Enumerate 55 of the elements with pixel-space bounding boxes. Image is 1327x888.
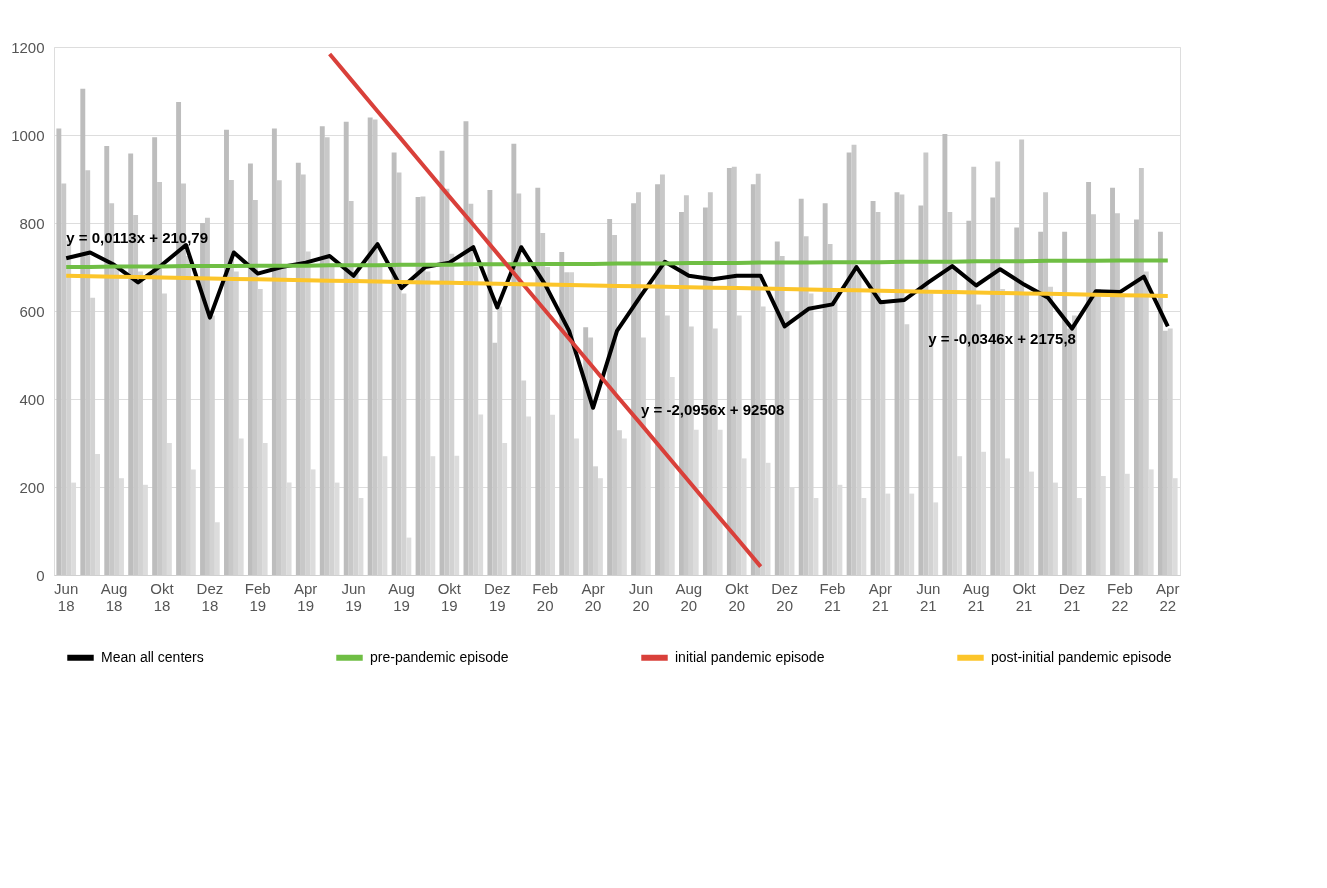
- x-tick-label: Jun 21: [916, 579, 941, 614]
- x-tick-label: Apr 22: [1156, 579, 1180, 614]
- y-tick-label: 200: [19, 478, 45, 496]
- x-tick-label: Okt 21: [1012, 579, 1037, 614]
- bar: [535, 187, 541, 575]
- y-tick-label: 600: [19, 302, 45, 320]
- x-tick-label: Aug 18: [100, 579, 128, 614]
- x-tick-label: Dez 19: [483, 579, 511, 614]
- bar: [583, 327, 589, 575]
- x-tick-label: Jun 18: [54, 579, 79, 614]
- x-tick-label: Feb 22: [1106, 579, 1133, 614]
- line-series: [64, 273, 1170, 299]
- x-tick-label: Apr 21: [868, 579, 893, 614]
- bar: [607, 219, 613, 575]
- line-series: [64, 258, 1170, 269]
- x-tick-label: Dez 20: [771, 579, 798, 614]
- bar: [942, 134, 948, 575]
- y-tick-label: 0: [36, 566, 45, 584]
- legend-label: pre-pandemic episode: [370, 648, 509, 665]
- x-tick-label: Dez 18: [196, 579, 224, 614]
- legend-label: Mean all centers: [101, 648, 204, 665]
- x-tick-label: Okt 18: [150, 579, 175, 614]
- bar: [391, 152, 397, 575]
- y-tick-label: 1000: [11, 126, 45, 144]
- legend-label: post-initial pandemic episode: [991, 648, 1172, 665]
- bar: [511, 143, 517, 575]
- bar: [487, 190, 493, 575]
- bar: [1086, 182, 1092, 575]
- x-tick-label: Aug 19: [388, 579, 415, 614]
- x-tick-label: Jun 20: [628, 579, 654, 614]
- x-tick-label: Okt 20: [725, 579, 750, 614]
- x-tick-label: Feb 19: [244, 579, 271, 614]
- y-tick-label: 800: [19, 214, 45, 232]
- bar: [463, 121, 469, 575]
- y-tick-label: 1200: [11, 38, 45, 56]
- x-tick-label: Aug 21: [962, 579, 990, 614]
- bar: [870, 201, 876, 575]
- x-tick-label: Dez 21: [1058, 579, 1086, 614]
- x-tick-label: Aug 20: [675, 579, 703, 614]
- bar: [559, 252, 565, 575]
- bar: [152, 137, 158, 575]
- bar: [415, 197, 421, 575]
- y-tick-label: 400: [19, 390, 45, 408]
- x-tick-label: Apr 19: [294, 579, 318, 614]
- x-tick-label: Jun 19: [341, 579, 366, 614]
- legend-label: initial pandemic episode: [675, 648, 825, 665]
- bar: [80, 88, 86, 575]
- annotation: y = 0,0113x + 210,79: [66, 229, 209, 247]
- x-tick-label: Okt 19: [437, 579, 462, 614]
- x-tick-label: Feb 21: [819, 579, 846, 614]
- annotation: y = -0,0346x + 2175,8: [928, 330, 1076, 348]
- x-tick-label: Apr 20: [581, 579, 605, 614]
- annotation: y = -2,0956x + 92508: [640, 401, 785, 418]
- x-tick-label: Feb 20: [532, 579, 559, 614]
- bar: [56, 128, 62, 575]
